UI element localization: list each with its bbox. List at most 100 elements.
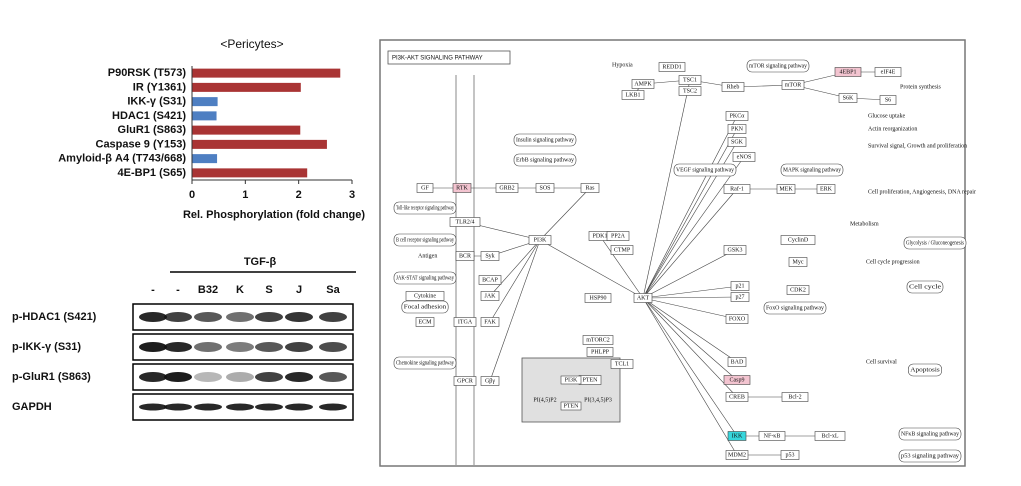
- node-label: Bcl-2: [788, 394, 801, 400]
- pathway-node: [584, 293, 612, 303]
- pathway-edge: [642, 115, 738, 299]
- blot-band: [194, 312, 222, 322]
- lane-label: B32: [198, 284, 218, 296]
- pathway-link-label: Cell cycle: [909, 284, 941, 290]
- pathway-node: [633, 293, 653, 303]
- inset-node: [560, 401, 582, 411]
- pathway-link: [393, 233, 457, 247]
- blot-band: [139, 312, 167, 322]
- node-label: SOS: [539, 185, 550, 191]
- pathway-link: [513, 153, 577, 167]
- node-label: CREB: [729, 394, 745, 400]
- inset-label: PI(4,5)P2: [533, 396, 556, 403]
- blot-band: [285, 372, 313, 382]
- outcome-label: Protein synthesis: [900, 84, 941, 90]
- bar: [192, 154, 218, 164]
- blot-band: [139, 342, 167, 352]
- pathway-node: [678, 86, 702, 96]
- pathway-node: [415, 317, 435, 327]
- bar: [192, 68, 341, 78]
- pathway-node: [453, 376, 477, 386]
- node-label: Syk: [485, 253, 494, 259]
- inset-label: PI(3,4,5)P3: [584, 396, 612, 403]
- pathway-node: [610, 245, 634, 255]
- row-label: GAPDH: [12, 401, 52, 413]
- blot-band: [255, 342, 283, 352]
- row-label: p-GluR1 (S863): [12, 371, 91, 383]
- node-label: CyclinD: [788, 237, 809, 243]
- pathway-node: [453, 317, 477, 327]
- pathway-edge: [642, 297, 738, 456]
- pathway-edge: [642, 285, 741, 299]
- pathway-node: [727, 137, 747, 147]
- pathway-link: [898, 427, 962, 441]
- pathway-node: [723, 375, 751, 385]
- node-label: PKCα: [730, 113, 746, 119]
- outcome-label: Actin reorganization: [868, 126, 917, 132]
- pathway-node: [732, 152, 756, 162]
- pathway-node: [725, 314, 749, 324]
- lane-label: Sa: [326, 284, 340, 296]
- pathway-link: [906, 280, 944, 294]
- row-label: p-HDAC1 (S421): [12, 311, 97, 323]
- node-label: PTEN: [583, 377, 599, 383]
- pathway-node: [725, 450, 749, 460]
- pathway-edge: [642, 156, 745, 299]
- blot-band: [194, 342, 222, 352]
- pathway-link-label: Focal adhesion: [404, 304, 446, 310]
- pathway-node: [874, 67, 902, 77]
- pathway-node: [814, 431, 846, 441]
- lane-label: -: [151, 284, 155, 296]
- pathway-node: [786, 285, 810, 295]
- pathway-node: [452, 183, 472, 193]
- node-label: PP2A: [611, 233, 626, 239]
- pathway-title-box: [387, 50, 511, 65]
- pathway-node: [416, 183, 434, 193]
- pathway-node: [582, 335, 614, 345]
- pathway-edge: [642, 297, 738, 437]
- outcome-label: Cell cycle progression: [866, 259, 920, 265]
- blot-band: [226, 312, 254, 322]
- node-label: BCR: [459, 253, 471, 259]
- node-label: PKN: [731, 126, 744, 132]
- pathway-link-label: JAK-STAT signaling pathway: [396, 275, 454, 281]
- bar: [192, 111, 217, 121]
- pathway-node: [781, 392, 809, 402]
- outcome-label: Metabolism: [850, 221, 879, 227]
- pathway-node: [723, 245, 747, 255]
- pathway-node: [721, 82, 745, 92]
- node-label: Bcl-xL: [822, 433, 839, 439]
- node-label: CTMP: [614, 247, 631, 253]
- pathway-node: [405, 291, 445, 301]
- node-label: Rheb: [727, 84, 740, 90]
- node-label: Casp9: [730, 377, 745, 383]
- pathway-link: [673, 163, 737, 177]
- y-tick-label: Caspase 9 (Y153): [96, 138, 187, 150]
- blot-band: [194, 372, 222, 382]
- node-label: FOXO: [729, 316, 746, 322]
- blot-band: [164, 403, 192, 411]
- pathway-node: [478, 275, 502, 285]
- node-label: TCL1: [615, 361, 629, 367]
- pathway-edge: [642, 79, 691, 299]
- node-label: eNOS: [737, 154, 752, 160]
- outcome-label: Hypoxia: [612, 62, 633, 68]
- pathway-edge: [599, 235, 644, 299]
- pathway-node: [610, 359, 634, 369]
- inset-label: PTEN: [564, 403, 580, 409]
- pathway-node: [495, 183, 519, 193]
- blot-band: [255, 372, 283, 382]
- node-label: NF-κB: [764, 433, 781, 439]
- pathway-edge: [642, 296, 741, 299]
- outcome-label: Glucose uptake: [868, 113, 905, 119]
- blot-band: [319, 372, 347, 382]
- node-label: S6: [885, 97, 891, 103]
- pathway-link: [898, 449, 962, 463]
- pathway-node: [535, 183, 555, 193]
- node-label: p27: [736, 294, 745, 300]
- node-label: ECM: [418, 319, 432, 325]
- pathway-link: [393, 201, 457, 215]
- pathway-edge: [642, 297, 738, 398]
- x-axis-label: Rel. Phosphorylation (fold change): [183, 209, 365, 221]
